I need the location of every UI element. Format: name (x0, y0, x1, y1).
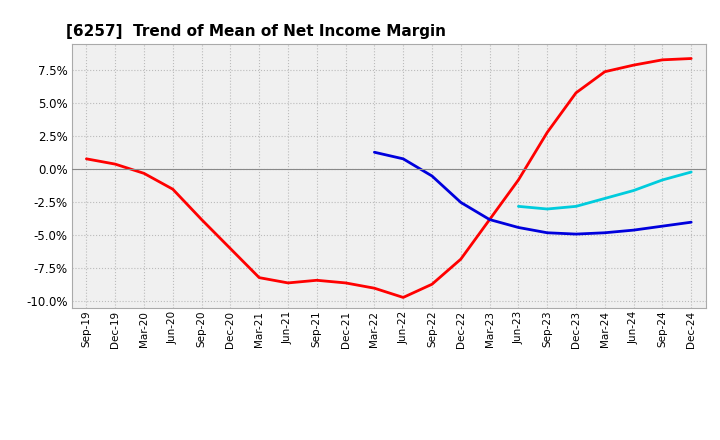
3 Years (629, 62, 638, 68)
3 Years (370, 286, 379, 291)
Line: 3 Years: 3 Years (86, 59, 691, 297)
3 Years (312, 278, 321, 283)
3 Years (284, 280, 292, 286)
5 Years (399, 156, 408, 161)
3 Years (456, 257, 465, 262)
3 Years (399, 295, 408, 300)
3 Years (514, 177, 523, 183)
3 Years (82, 156, 91, 161)
5 Years (428, 173, 436, 179)
7 Years (572, 204, 580, 209)
3 Years (428, 282, 436, 287)
3 Years (197, 217, 206, 222)
3 Years (658, 57, 667, 62)
Text: [6257]  Trend of Mean of Net Income Margin: [6257] Trend of Mean of Net Income Margi… (66, 24, 446, 39)
3 Years (255, 275, 264, 280)
7 Years (658, 177, 667, 183)
5 Years (485, 217, 494, 222)
3 Years (485, 217, 494, 222)
5 Years (543, 230, 552, 235)
7 Years (514, 204, 523, 209)
3 Years (226, 246, 235, 251)
7 Years (543, 206, 552, 212)
3 Years (341, 280, 350, 286)
7 Years (600, 196, 609, 201)
Line: 7 Years: 7 Years (518, 172, 691, 209)
3 Years (140, 171, 148, 176)
7 Years (629, 188, 638, 193)
3 Years (572, 90, 580, 95)
3 Years (111, 161, 120, 167)
3 Years (687, 56, 696, 61)
5 Years (456, 200, 465, 205)
3 Years (600, 69, 609, 74)
3 Years (168, 187, 177, 192)
7 Years (687, 169, 696, 175)
5 Years (572, 231, 580, 237)
5 Years (370, 150, 379, 155)
3 Years (543, 130, 552, 135)
5 Years (658, 224, 667, 229)
Line: 5 Years: 5 Years (374, 152, 691, 234)
5 Years (514, 225, 523, 230)
5 Years (687, 220, 696, 225)
5 Years (600, 230, 609, 235)
5 Years (629, 227, 638, 233)
